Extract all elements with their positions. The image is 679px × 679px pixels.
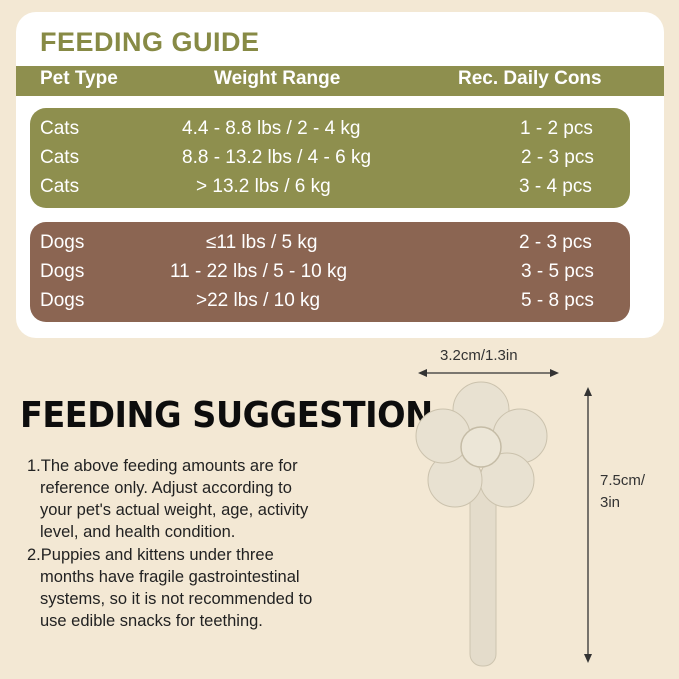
table-cell-weight: 8.8 - 13.2 lbs / 4 - 6 kg bbox=[182, 147, 372, 168]
dogs-panel bbox=[30, 222, 630, 322]
suggestion-line: reference only. Adjust according to bbox=[40, 479, 292, 497]
table-header-bar bbox=[16, 66, 664, 96]
suggestion-line: 1.The above feeding amounts are for bbox=[27, 457, 298, 475]
flower-chew-illustration bbox=[415, 381, 548, 667]
table-cell-amount: 3 - 4 pcs bbox=[519, 176, 592, 197]
feeding-guide-title: FEEDING GUIDE bbox=[40, 27, 260, 57]
height-dimension-arrow bbox=[584, 387, 592, 663]
table-cell-pet: Cats bbox=[40, 147, 80, 168]
table-cell-weight: 4.4 - 8.8 lbs / 2 - 4 kg bbox=[182, 118, 361, 139]
table-cell-pet: Cats bbox=[40, 176, 80, 197]
header-weight-range: Weight Range bbox=[214, 68, 341, 89]
feeding-suggestion-title: FEEDING SUGGESTION bbox=[20, 395, 433, 436]
table-cell-pet: Dogs bbox=[40, 290, 85, 311]
table-cell-amount: 2 - 3 pcs bbox=[519, 232, 592, 253]
table-cell-amount: 5 - 8 pcs bbox=[521, 290, 594, 311]
suggestion-line: use edible snacks for teething. bbox=[40, 612, 263, 630]
header-pet-type: Pet Type bbox=[40, 68, 118, 89]
table-cell-weight: > 13.2 lbs / 6 kg bbox=[196, 176, 331, 197]
table-cell-pet: Dogs bbox=[40, 261, 85, 282]
table-cell-pet: Cats bbox=[40, 118, 80, 139]
suggestion-line: months have fragile gastrointestinal bbox=[40, 568, 300, 586]
table-cell-weight: >22 lbs / 10 kg bbox=[196, 290, 321, 311]
width-dimension-label: 3.2cm/1.3in bbox=[440, 347, 518, 364]
height-dimension-label-line1: 7.5cm/ bbox=[600, 472, 646, 489]
cats-panel bbox=[30, 108, 630, 208]
width-dimension-arrow bbox=[418, 369, 559, 377]
height-dimension-label-line2: 3in bbox=[600, 494, 621, 511]
suggestion-line: level, and health condition. bbox=[40, 523, 236, 541]
table-cell-weight: 11 - 22 lbs / 5 - 10 kg bbox=[170, 261, 348, 282]
table-cell-amount: 3 - 5 pcs bbox=[521, 261, 594, 282]
table-cell-amount: 1 - 2 pcs bbox=[520, 118, 593, 139]
table-cell-pet: Dogs bbox=[40, 232, 85, 253]
suggestion-line: your pet's actual weight, age, activity bbox=[40, 501, 309, 519]
suggestion-line: 2.Puppies and kittens under three bbox=[27, 546, 274, 564]
header-daily-consumption: Rec. Daily Cons bbox=[458, 68, 602, 89]
table-cell-weight: ≤11 lbs / 5 kg bbox=[206, 232, 318, 253]
suggestion-line: systems, so it is not recommended to bbox=[40, 590, 313, 608]
table-cell-amount: 2 - 3 pcs bbox=[521, 147, 594, 168]
